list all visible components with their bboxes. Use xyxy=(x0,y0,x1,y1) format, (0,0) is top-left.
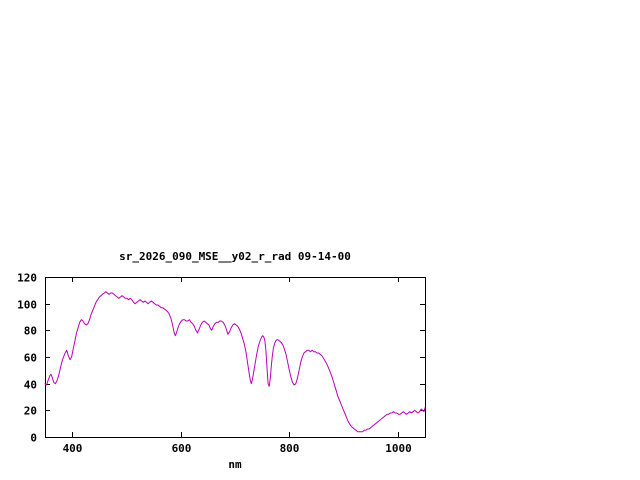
spectrum-line xyxy=(44,291,426,433)
y-tick-label: 80 xyxy=(24,325,37,338)
x-axis-label: nm xyxy=(228,458,242,471)
y-tick-label: 40 xyxy=(24,379,37,392)
x-tick-label: 600 xyxy=(172,442,192,455)
x-tick-label: 1000 xyxy=(385,442,412,455)
y-tick-label: 60 xyxy=(24,352,37,365)
y-tick-label: 0 xyxy=(30,432,37,445)
y-tick-label: 120 xyxy=(17,272,37,285)
y-tick-label: 20 xyxy=(24,405,37,418)
chart-title: sr_2026_090_MSE__y02_r_rad 09-14-00 xyxy=(119,250,351,263)
plot-border xyxy=(45,277,426,438)
x-tick-label: 400 xyxy=(63,442,83,455)
y-tick-label: 100 xyxy=(17,299,37,312)
x-tick-label: 800 xyxy=(280,442,300,455)
